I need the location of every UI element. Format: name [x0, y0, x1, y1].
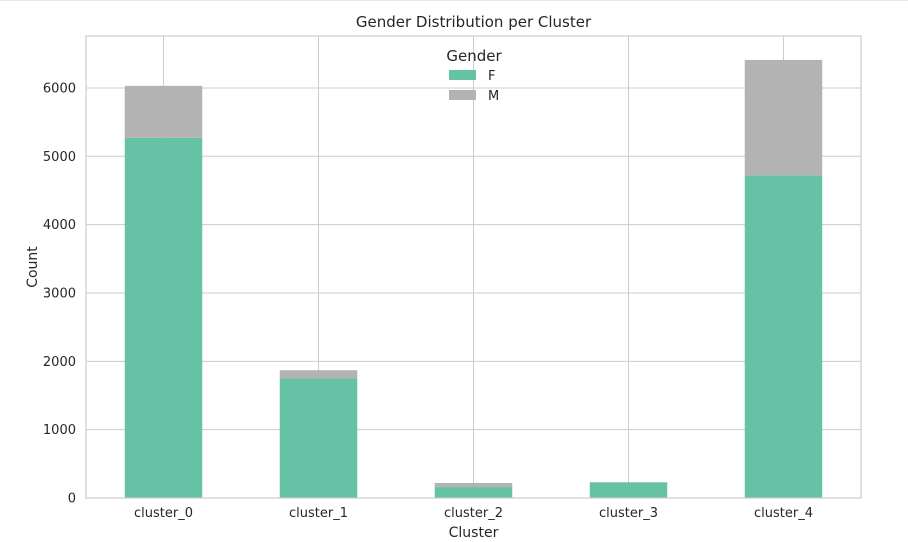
legend-swatch-M: [449, 90, 476, 100]
x-tick-label: cluster_1: [289, 506, 348, 521]
bar-cluster_3-F: [589, 482, 668, 498]
y-tick-label: 0: [68, 492, 76, 507]
bars: [124, 59, 823, 499]
bar-cluster_1-F: [279, 378, 358, 498]
y-tick-labels: 0 1000 2000 3000 4000 5000 6000: [43, 81, 76, 506]
x-tick-label: cluster_0: [134, 506, 193, 521]
bar-cluster_0-M: [124, 85, 203, 138]
chart-title: Gender Distribution per Cluster: [356, 13, 592, 31]
y-tick-label: 5000: [43, 150, 76, 165]
legend-label-M: M: [488, 89, 499, 104]
y-tick-label: 3000: [43, 286, 76, 301]
y-tick-label: 2000: [43, 355, 76, 370]
x-tick-label: cluster_4: [754, 506, 813, 521]
bar-cluster_0-F: [124, 137, 203, 498]
legend-title: Gender: [446, 47, 502, 65]
legend: Gender FM: [446, 47, 502, 104]
y-tick-label: 4000: [43, 218, 76, 233]
bar-cluster_4-F: [744, 175, 823, 499]
y-tick-label: 1000: [43, 423, 76, 438]
legend-swatch-F: [449, 70, 476, 80]
y-tick-label: 6000: [43, 81, 76, 96]
plot-frame: [85, 35, 862, 499]
legend-label-F: F: [488, 69, 495, 84]
x-tick-label: cluster_2: [444, 506, 503, 521]
x-axis-label: Cluster: [449, 525, 499, 541]
bar-cluster_2-M: [434, 482, 513, 488]
bar-cluster_4-M: [744, 59, 823, 176]
x-tick-label: cluster_3: [599, 506, 658, 521]
x-tick-labels: cluster_0 cluster_1 cluster_2 cluster_3 clus…: [134, 506, 813, 521]
y-axis-label: Count: [25, 246, 41, 288]
bar-cluster_1-M: [279, 370, 358, 379]
bar-cluster_2-F: [434, 487, 513, 498]
top-rule: [0, 0, 908, 1]
